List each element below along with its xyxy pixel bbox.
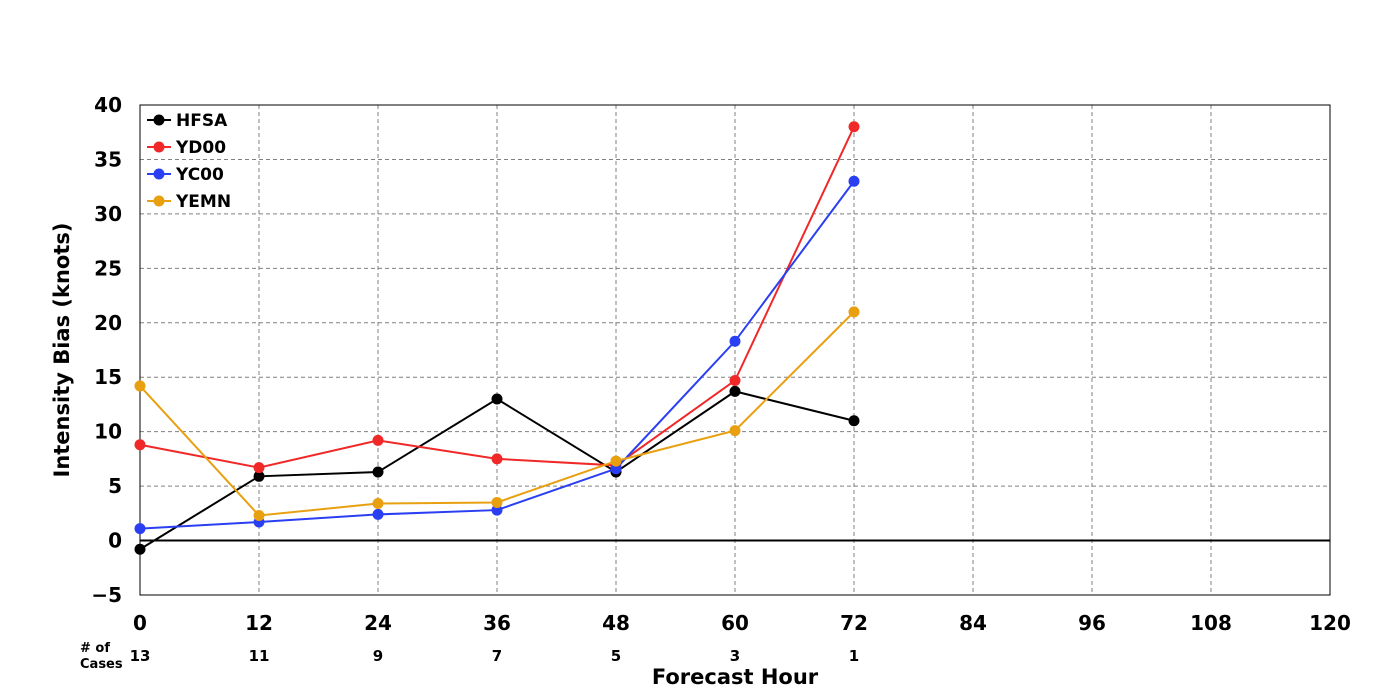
y-tick-label: 25 [94,256,122,280]
x-tick-label: 0 [133,611,147,635]
x-tick-label: 48 [602,611,630,635]
series-yc00 [134,175,860,535]
data-point-hfsa [372,466,384,478]
case-count: 1 [849,647,859,665]
data-point-yd00 [372,434,384,446]
x-tick-label: 72 [840,611,868,635]
data-point-hfsa [253,470,265,482]
legend: HFSA YD00 YC00 YEMN [147,111,231,212]
legend-marker [153,141,165,153]
legend-item-yemn: YEMN [147,192,231,212]
series-hfsa [134,385,860,555]
case-count: 3 [730,647,740,665]
x-axis-title: Forecast Hour [652,665,819,689]
case-count: 13 [130,647,151,665]
y-tick-label: 20 [94,311,122,335]
y-tick-label: 40 [94,93,122,117]
y-tick-label: 5 [108,474,122,498]
data-point-yc00 [491,504,503,516]
data-point-yc00 [848,175,860,187]
y-tick-label: −5 [91,583,122,607]
data-point-yd00 [134,439,146,451]
grid-lines [140,105,1330,595]
legend-label: HFSA [176,111,228,131]
data-point-yemn [848,306,860,318]
legend-marker [153,168,165,180]
data-point-yemn [134,380,146,392]
case-count: 7 [492,647,502,665]
data-point-yd00 [253,462,265,474]
series-yemn [134,306,860,522]
cases-header-line2: Cases [80,657,123,672]
data-point-hfsa [848,415,860,427]
case-count: 11 [249,647,270,665]
x-tick-labels: 0 12 24 36 48 60 72 84 96 108 120 [133,611,1351,635]
x-tick-label: 120 [1309,611,1351,635]
x-tick-label: 108 [1190,611,1232,635]
data-point-yemn [253,510,265,522]
data-point-yc00 [134,523,146,535]
x-tick-label: 36 [483,611,511,635]
data-point-yemn [372,498,384,510]
data-point-yemn [610,455,622,467]
y-tick-label: 30 [94,202,122,226]
legend-item-yd00: YD00 [147,138,226,158]
legend-marker [153,114,165,126]
data-point-yd00 [491,453,503,465]
x-tick-label: 96 [1078,611,1106,635]
data-point-yc00 [729,335,741,347]
x-tick-label: 12 [245,611,273,635]
data-point-yc00 [372,508,384,520]
y-tick-label: 35 [94,147,122,171]
y-tick-label: 0 [108,529,122,553]
legend-marker [153,195,165,207]
y-axis-title: Intensity Bias (knots) [50,223,74,478]
case-count: 9 [373,647,383,665]
legend-item-yc00: YC00 [147,165,224,185]
x-tick-label: 24 [364,611,392,635]
plot-frame [139,104,1331,596]
legend-label: YEMN [175,192,231,212]
legend-label: YD00 [175,138,226,158]
data-point-yd00 [729,374,741,386]
y-tick-label: 10 [94,420,122,444]
legend-item-hfsa: HFSA [147,111,228,131]
x-tick-label: 60 [721,611,749,635]
x-tick-label: 84 [959,611,987,635]
data-point-yc00 [610,463,622,475]
case-count: 5 [611,647,621,665]
data-point-hfsa [134,543,146,555]
data-point-hfsa [729,385,741,397]
data-point-yd00 [848,121,860,133]
y-tick-label: 15 [94,365,122,389]
legend-label: YC00 [175,165,224,185]
data-point-hfsa [491,393,503,405]
data-point-yemn [729,425,741,437]
series-layer [134,121,860,555]
cases-header-line1: # of [80,641,110,656]
data-point-yemn [491,496,503,508]
y-tick-labels: −5 0 5 10 15 20 25 30 35 40 [91,93,122,607]
